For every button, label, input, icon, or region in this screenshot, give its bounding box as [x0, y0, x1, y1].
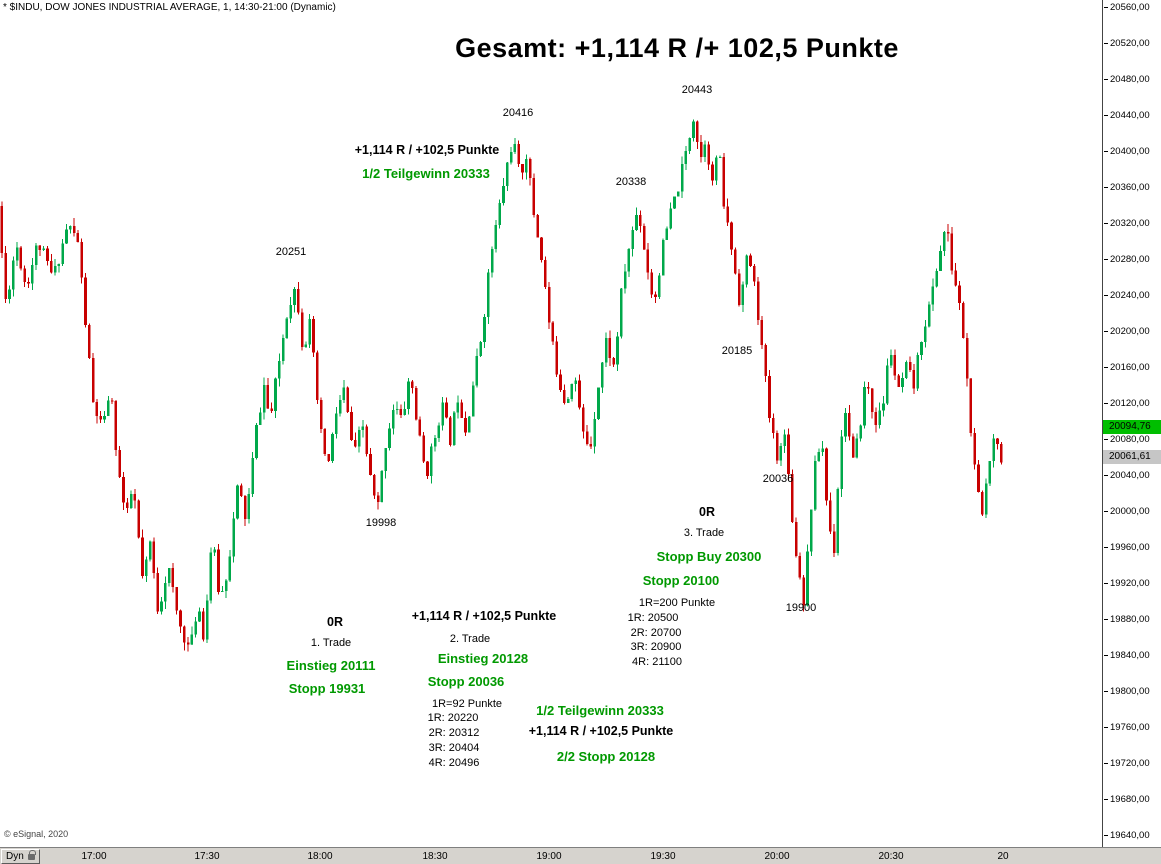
dyn-button[interactable]: Dyn [1, 849, 40, 864]
chart-area[interactable]: * $INDU, DOW JONES INDUSTRIAL AVERAGE, 1… [0, 0, 1102, 847]
exit-result: +1,114 R / +102,5 Punkte [528, 724, 674, 738]
last-price-badge: 20094,76 [1103, 419, 1161, 434]
price-tick-label: 19720,00 [1104, 759, 1150, 769]
price-tick-label: 20240,00 [1104, 291, 1150, 301]
price-tick-label: 19880,00 [1104, 615, 1150, 625]
price-label: 20251 [275, 246, 307, 258]
price-tick-label: 20080,00 [1104, 435, 1150, 445]
price-tick-label: 19760,00 [1104, 723, 1150, 733]
price-tick-label: 19920,00 [1104, 579, 1150, 589]
price-tick-label: 20440,00 [1104, 111, 1150, 121]
result-label-1: +1,114 R / +102,5 Punkte [354, 143, 500, 157]
time-tick-label: 17:00 [81, 851, 107, 862]
price-label: 20036 [762, 473, 794, 485]
exit-stop: 2/2 Stopp 20128 [556, 749, 656, 764]
copyright: © eSignal, 2020 [4, 829, 69, 839]
price-axis[interactable]: 20560,00 20520,00 20480,00 20440,00 20400,00… [1102, 0, 1161, 847]
price-tick-label: 20120,00 [1104, 399, 1150, 409]
symbol-title: * $INDU, DOW JONES INDUSTRIAL AVERAGE, 1… [3, 2, 336, 13]
time-tick-label: 20:30 [878, 851, 904, 862]
trade2-result: +1,114 R / +102,5 Punkte [411, 609, 557, 623]
price-label: 20443 [681, 84, 713, 96]
time-axis-bar[interactable]: Dyn 17:00 17:30 18:00 18:30 19:00 19:30 20:00 2… [0, 847, 1161, 864]
trade2-r-size: 1R=92 Punkte [431, 698, 503, 710]
price-tick-label: 19800,00 [1104, 687, 1150, 697]
trade2-label: 2. Trade [449, 633, 491, 645]
time-tick-label: 19:00 [536, 851, 562, 862]
price-tick-label: 20320,00 [1104, 219, 1150, 229]
chart-title: Gesamt: +1,114 R /+ 102,5 Punkte [455, 33, 899, 63]
lock-icon [27, 849, 36, 860]
trade3-r2: 2R: 20700 [630, 627, 682, 639]
trade1-entry: Einstieg 20111 [286, 658, 376, 673]
trade2-entry: Einstieg 20128 [437, 651, 529, 666]
teilgewinn-label-1: 1/2 Teilgewinn 20333 [362, 166, 490, 181]
price-tick-label: 20160,00 [1104, 363, 1150, 373]
trade2-r2: 2R: 20312 [428, 727, 480, 739]
price-tick-label: 20280,00 [1104, 255, 1150, 265]
dyn-button-label: Dyn [6, 851, 24, 862]
time-tick-label: 20:00 [764, 851, 790, 862]
price-tick-label: 19640,00 [1104, 831, 1150, 841]
secondary-price-badge: 20061,61 [1103, 449, 1161, 464]
trade1-label: 1. Trade [310, 637, 352, 649]
price-label: 19998 [365, 517, 397, 529]
trade3-label: 3. Trade [683, 527, 725, 539]
candlestick-plot[interactable] [0, 0, 1102, 847]
trade3-r3: 3R: 20900 [630, 641, 682, 653]
price-tick-label: 20400,00 [1104, 147, 1150, 157]
price-label: 19900 [785, 602, 817, 614]
trade2-stop: Stopp 20036 [427, 674, 505, 689]
trade2-r4: 4R: 20496 [428, 757, 480, 769]
price-label: 20416 [502, 107, 534, 119]
trade1-stop: Stopp 19931 [288, 681, 366, 696]
time-tick-label: 20 [997, 851, 1009, 862]
price-label: 20185 [721, 345, 753, 357]
price-tick-label: 20480,00 [1104, 75, 1150, 85]
trade3-r-size: 1R=200 Punkte [638, 597, 716, 609]
price-tick-label: 20200,00 [1104, 327, 1150, 337]
price-tick-label: 19840,00 [1104, 651, 1150, 661]
trade3-stop: Stopp 20100 [642, 573, 720, 588]
trade1-result: 0R [327, 615, 343, 629]
time-tick-label: 18:00 [307, 851, 333, 862]
exit-teilgewinn: 1/2 Teilgewinn 20333 [536, 703, 664, 718]
price-tick-label: 20560,00 [1104, 3, 1150, 13]
price-tick-label: 19960,00 [1104, 543, 1150, 553]
time-tick-label: 19:30 [650, 851, 676, 862]
trade2-r3: 3R: 20404 [428, 742, 480, 754]
trade3-r4: 4R: 21100 [632, 656, 682, 668]
trade3-result: 0R [699, 505, 715, 519]
time-tick-label: 17:30 [194, 851, 220, 862]
time-tick-label: 18:30 [422, 851, 448, 862]
price-tick-label: 19680,00 [1104, 795, 1150, 805]
trade3-entry: Stopp Buy 20300 [656, 549, 762, 564]
trade3-r1: 1R: 20500 [627, 612, 679, 624]
trade2-r1: 1R: 20220 [427, 712, 479, 724]
price-tick-label: 20000,00 [1104, 507, 1150, 517]
price-label: 20338 [615, 176, 647, 188]
price-tick-label: 20040,00 [1104, 471, 1150, 481]
price-tick-label: 20360,00 [1104, 183, 1150, 193]
price-tick-label: 20520,00 [1104, 39, 1150, 49]
